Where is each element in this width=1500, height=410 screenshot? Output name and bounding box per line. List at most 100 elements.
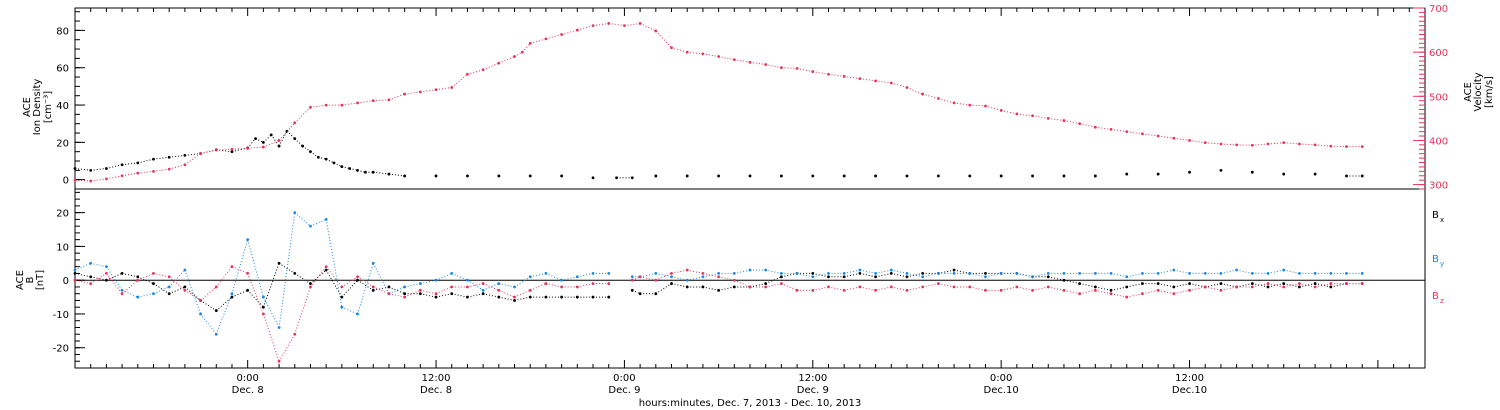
bfield-series-segment-2 xyxy=(781,283,798,291)
bfield-series-segment-1 xyxy=(530,272,547,278)
bottom-panel-frame xyxy=(74,188,1426,369)
top-series-segment-1 xyxy=(357,100,374,104)
bfield-series-segment-1 xyxy=(812,272,829,278)
top-series-segment-1 xyxy=(906,87,923,95)
top-series-segment-1 xyxy=(263,139,280,148)
bfield-series-segment-2 xyxy=(1110,293,1127,298)
bfield-series-point-0 xyxy=(732,285,736,289)
density-tick-label: 60 xyxy=(56,64,69,75)
top-series-segment-1 xyxy=(985,105,1002,111)
bfield-series-segment-2 xyxy=(1158,289,1174,295)
legend-bx-sub: x xyxy=(1440,216,1444,224)
bfield-series-segment-1 xyxy=(451,272,468,281)
top-series-segment-1 xyxy=(231,147,248,150)
top-series-segment-1 xyxy=(655,30,672,49)
bfield-series-segment-0 xyxy=(184,286,201,301)
date-tick-label: Dec.10 xyxy=(984,385,1019,396)
bfield-series-segment-1 xyxy=(215,293,233,335)
bfield-series-point-1 xyxy=(670,275,673,279)
bfield-series-segment-1 xyxy=(1032,272,1049,278)
bfield-series-segment-0 xyxy=(655,283,672,295)
legend-bz-sub: z xyxy=(1440,297,1444,305)
bfield-series-point-2 xyxy=(591,282,595,285)
velocity-axis-ticks: 300 400 500 600 700 xyxy=(1413,4,1448,192)
top-series-segment-0 xyxy=(122,162,138,166)
bfield-series-segment-2 xyxy=(530,283,547,291)
bfield-series-segment-2 xyxy=(106,273,123,295)
bfield-series-segment-0 xyxy=(420,293,437,298)
bfield-series-point-1 xyxy=(685,278,689,282)
bfield-series-segment-2 xyxy=(262,313,280,362)
bfield-series-segment-2 xyxy=(215,266,233,288)
bfield-series-segment-0 xyxy=(953,269,970,274)
bfield-series-segment-2 xyxy=(922,283,939,288)
bfield-series-segment-2 xyxy=(357,276,374,288)
top-series-segment-1 xyxy=(639,23,657,32)
bfield-series-segment-1 xyxy=(137,293,154,298)
bfield-series-segment-1 xyxy=(702,272,719,278)
density-tick-label: 40 xyxy=(56,101,69,112)
bfield-series-segment-2 xyxy=(1189,286,1206,291)
bfield-series-segment-0 xyxy=(906,272,923,278)
bfield-tick-label: -10 xyxy=(53,310,69,321)
date-tick-label: Dec. 8 xyxy=(420,385,452,396)
bfield-series-segment-2 xyxy=(1220,286,1237,291)
top-series-segment-1 xyxy=(671,47,688,53)
top-series-segment-1 xyxy=(420,89,437,93)
bfield-series-segment-1 xyxy=(796,272,813,278)
top-series-segment-1 xyxy=(341,102,358,106)
bfield-series-segment-0 xyxy=(247,289,264,308)
bfield-series-segment-0 xyxy=(1220,283,1237,288)
bfield-series-segment-2 xyxy=(153,272,170,278)
bfield-tick-label: 0 xyxy=(63,276,69,287)
top-series-segment-0 xyxy=(263,134,272,143)
bfield-series-segment-1 xyxy=(545,272,562,281)
top-series-point-0 xyxy=(874,174,877,178)
top-series-point-0 xyxy=(1313,172,1317,176)
bfield-series-segment-0 xyxy=(718,286,735,291)
time-tick-label: 0:00 xyxy=(613,373,635,384)
top-series-point-0 xyxy=(905,174,909,178)
top-series-segment-1 xyxy=(388,93,405,101)
bfield-series-segment-0 xyxy=(1252,283,1269,288)
bfield-series-segment-0 xyxy=(1079,283,1096,288)
bfield-series-segment-0 xyxy=(1283,283,1300,288)
bfield-series-segment-1 xyxy=(200,313,217,335)
bfield-series-segment-0 xyxy=(435,293,452,298)
bfield-series-segment-0 xyxy=(373,286,390,291)
top-series-segment-0 xyxy=(341,166,350,169)
bfield-series-segment-0 xyxy=(844,272,860,278)
top-panel-series xyxy=(73,22,1364,183)
bfield-series-segment-1 xyxy=(435,272,452,281)
top-series-point-0 xyxy=(152,157,155,161)
bfield-series-segment-1 xyxy=(388,286,405,295)
top-series-segment-1 xyxy=(969,104,986,107)
time-tick-label: 12:00 xyxy=(1175,373,1204,384)
top-series-point-0 xyxy=(936,174,940,178)
bfield-series-point-2 xyxy=(685,268,689,272)
top-series-segment-0 xyxy=(318,156,327,160)
bfield-series-segment-2 xyxy=(938,283,955,288)
top-series-point-0 xyxy=(120,163,124,167)
bfield-series-segment-2 xyxy=(278,333,296,362)
bfield-series-segment-1 xyxy=(325,219,343,308)
bfield-series-segment-2 xyxy=(812,286,829,291)
bfield-series-segment-2 xyxy=(1032,286,1049,291)
bfield-series-segment-2 xyxy=(200,286,217,301)
bfield-series-segment-0 xyxy=(671,283,688,288)
bfield-tick-label: 20 xyxy=(56,209,69,220)
top-series-segment-1 xyxy=(545,34,562,40)
bottom-panel-series xyxy=(73,211,1364,363)
top-series-segment-0 xyxy=(216,149,233,153)
top-series-segment-1 xyxy=(922,93,939,99)
top-series-segment-0 xyxy=(137,158,154,164)
bfield-series-segment-0 xyxy=(1189,283,1206,288)
top-series-point-0 xyxy=(717,174,721,178)
bfield-series-segment-0 xyxy=(278,262,296,274)
top-series-segment-1 xyxy=(184,153,201,166)
velocity-axis-label-line1: ACE xyxy=(1463,82,1474,102)
bfield-series-segment-0 xyxy=(200,300,217,312)
bfield-series-segment-2 xyxy=(765,283,782,288)
legend-by-sub: y xyxy=(1440,260,1444,268)
bfield-series-segment-1 xyxy=(922,272,939,278)
